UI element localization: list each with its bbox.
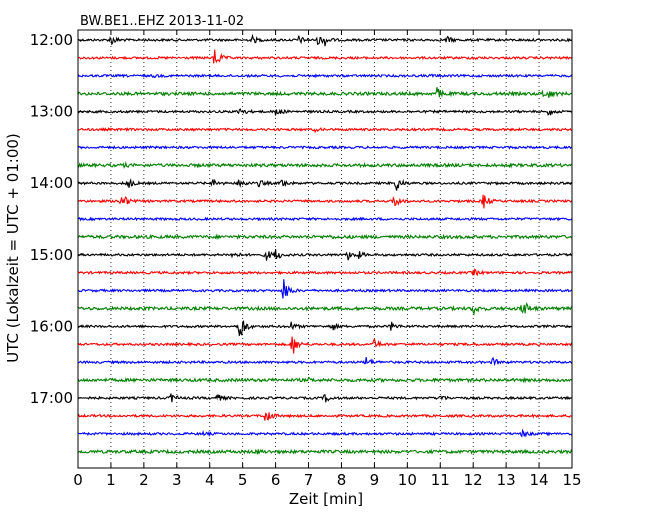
trace-1445 xyxy=(77,233,573,241)
x-tick-label: 5 xyxy=(238,471,248,489)
traces xyxy=(77,33,573,455)
trace-1530 xyxy=(77,279,573,299)
x-tick-label: 14 xyxy=(530,471,549,489)
plot-frame xyxy=(77,29,573,469)
trace-1715 xyxy=(77,412,573,421)
y-axis-label: UTC (Lokalzeit = UTC + 01:00) xyxy=(4,133,22,363)
trace-1430 xyxy=(77,216,573,222)
x-tick-label: 8 xyxy=(337,471,347,489)
trace-1630 xyxy=(77,356,573,367)
y-tick-label: 15:00 xyxy=(30,246,73,264)
x-tick-label: 7 xyxy=(304,471,314,489)
x-tick-label: 15 xyxy=(562,471,581,489)
trace-1330 xyxy=(77,144,573,150)
trace-1415 xyxy=(77,194,573,209)
trace-1230 xyxy=(77,73,573,79)
x-tick-label: 3 xyxy=(172,471,182,489)
x-tick-label: 1 xyxy=(106,471,116,489)
trace-1245 xyxy=(77,87,573,98)
y-tick-label: 14:00 xyxy=(30,174,73,192)
x-tick-label: 13 xyxy=(497,471,516,489)
y-tick-label: 17:00 xyxy=(30,389,73,407)
x-tick-label: 12 xyxy=(464,471,483,489)
y-axis-ticks: 12:00 13:00 14:00 15:00 16:00 17:00 xyxy=(30,31,572,407)
trace-1400 xyxy=(77,178,573,191)
y-tick-label: 13:00 xyxy=(30,103,73,121)
x-tick-label: 9 xyxy=(370,471,380,489)
trace-1500 xyxy=(77,248,572,261)
trace-1615 xyxy=(77,336,573,354)
y-tick-label: 12:00 xyxy=(30,31,73,49)
trace-1315 xyxy=(77,127,573,134)
x-tick-label: 11 xyxy=(431,471,450,489)
trace-1645 xyxy=(77,376,573,384)
x-tick-label: 0 xyxy=(73,471,83,489)
x-tick-label: 2 xyxy=(139,471,149,489)
trace-1700 xyxy=(77,393,572,403)
trace-1215 xyxy=(77,49,573,64)
trace-1600 xyxy=(78,320,573,336)
x-axis-label: Zeit [min] xyxy=(289,490,363,508)
chart-title: BW.BE1..EHZ 2013-11-02 xyxy=(80,14,244,29)
x-tick-label: 6 xyxy=(271,471,281,489)
trace-1300 xyxy=(77,107,573,116)
x-tick-label: 4 xyxy=(205,471,215,489)
trace-1515 xyxy=(77,268,573,277)
x-axis-ticks: 0 1 2 3 4 5 6 7 8 9 10 11 12 13 14 15 xyxy=(73,30,582,489)
trace-1200 xyxy=(77,33,573,47)
trace-1545 xyxy=(77,302,573,316)
trace-1730 xyxy=(78,428,573,438)
trace-1745 xyxy=(77,448,573,455)
y-tick-label: 16:00 xyxy=(30,317,73,335)
trace-1345 xyxy=(77,161,573,169)
x-tick-label: 10 xyxy=(398,471,417,489)
